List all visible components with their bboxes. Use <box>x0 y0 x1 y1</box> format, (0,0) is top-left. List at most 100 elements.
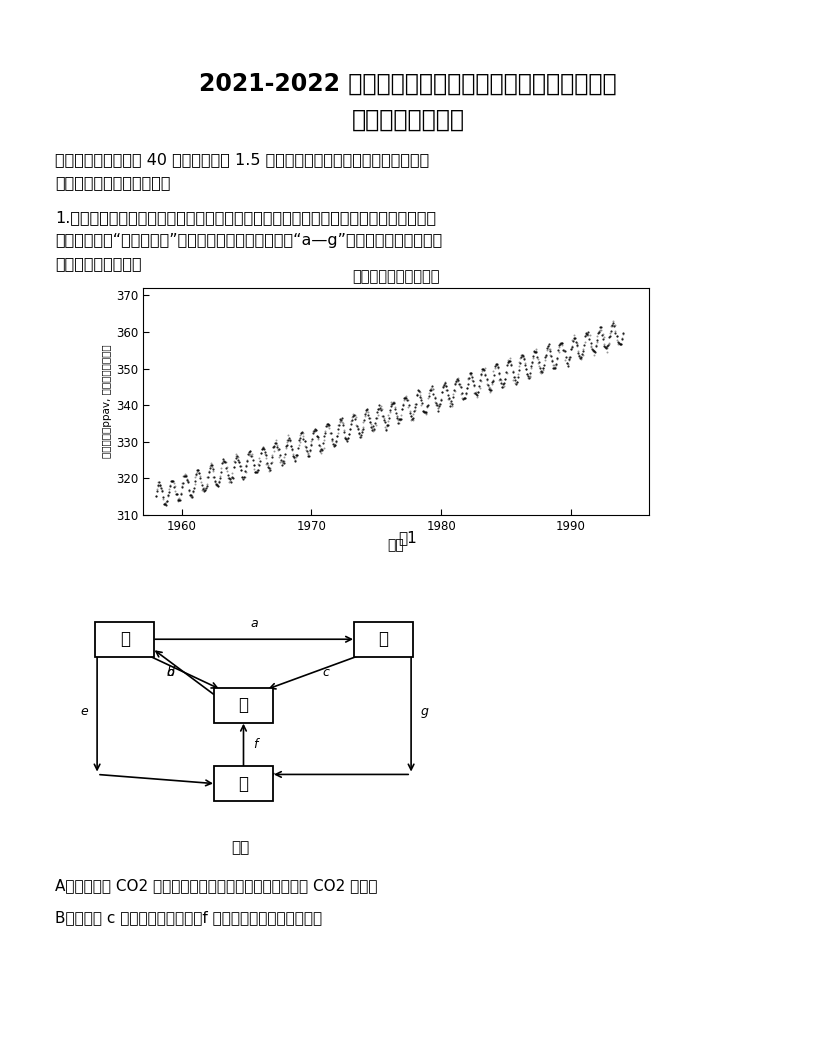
Point <box>176 474 189 491</box>
Text: 图1: 图1 <box>399 530 417 545</box>
Point <box>234 461 247 478</box>
Point <box>404 412 417 429</box>
Point <box>369 416 382 433</box>
Point <box>527 343 540 360</box>
Point <box>460 380 473 397</box>
Point <box>375 408 388 425</box>
Point <box>286 441 299 458</box>
Point <box>193 468 206 485</box>
Point <box>597 328 610 345</box>
Point <box>376 408 389 425</box>
Point <box>190 467 203 484</box>
Point <box>400 388 413 404</box>
Point <box>506 363 519 380</box>
Point <box>392 412 405 429</box>
Point <box>432 396 446 413</box>
Point <box>361 401 374 418</box>
Point <box>594 319 607 336</box>
Point <box>255 445 268 461</box>
Point <box>469 383 482 400</box>
Point <box>495 378 508 395</box>
Point <box>596 326 609 343</box>
Point <box>203 463 216 479</box>
Point <box>493 364 506 381</box>
Point <box>183 482 196 498</box>
Point <box>255 445 268 461</box>
Point <box>331 420 344 437</box>
Point <box>230 448 243 465</box>
Point <box>540 342 553 359</box>
Point <box>373 397 386 414</box>
Point <box>593 319 606 336</box>
Point <box>495 378 508 395</box>
Point <box>377 412 390 429</box>
Point <box>477 361 490 378</box>
Point <box>446 396 459 413</box>
Point <box>334 413 347 430</box>
Point <box>255 440 268 457</box>
Text: 物月考试卷含解析: 物月考试卷含解析 <box>352 108 464 132</box>
Point <box>162 484 175 501</box>
Point <box>217 451 230 468</box>
Point <box>153 473 166 490</box>
Point <box>226 465 239 482</box>
Point <box>349 410 362 427</box>
Point <box>322 418 335 435</box>
Point <box>562 352 575 369</box>
Point <box>249 464 262 480</box>
Point <box>561 355 574 372</box>
Point <box>479 365 492 382</box>
Point <box>570 335 583 352</box>
Point <box>277 454 290 471</box>
Point <box>441 381 454 398</box>
Point <box>379 421 392 438</box>
Point <box>579 327 592 344</box>
Point <box>597 336 610 353</box>
Point <box>475 366 488 383</box>
Point <box>273 449 286 466</box>
Point <box>410 385 424 402</box>
Point <box>527 347 540 364</box>
Point <box>557 341 570 358</box>
Point <box>530 343 543 360</box>
Point <box>364 416 377 433</box>
Point <box>536 360 549 377</box>
Point <box>560 354 573 371</box>
Point <box>281 434 294 451</box>
Point <box>424 381 437 398</box>
Point <box>537 359 550 376</box>
Point <box>407 402 420 419</box>
Point <box>273 447 286 464</box>
Point <box>435 383 448 400</box>
Point <box>366 421 379 438</box>
Point <box>285 437 298 454</box>
Point <box>570 334 583 351</box>
Point <box>304 441 317 458</box>
Point <box>490 357 503 374</box>
Point <box>437 375 450 392</box>
Text: 环的模式图，“甲、乙、丙”表示生态系统的生物成分，“a—g”表示生理过程。下列相: 环的模式图，“甲、乙、丙”表示生态系统的生物成分，“a—g”表示生理过程。下列相 <box>55 233 442 248</box>
Point <box>543 336 556 353</box>
Point <box>237 469 251 486</box>
Point <box>566 333 579 350</box>
Point <box>444 395 457 412</box>
Point <box>515 346 528 363</box>
Point <box>263 459 276 476</box>
Text: 关叙述中，正确的是: 关叙述中，正确的是 <box>55 256 142 271</box>
Point <box>559 352 572 369</box>
Point <box>290 447 303 464</box>
Point <box>420 398 433 415</box>
Point <box>499 371 512 388</box>
Point <box>480 371 493 388</box>
Point <box>427 381 440 398</box>
Point <box>609 323 622 340</box>
Point <box>220 463 233 479</box>
Point <box>559 348 572 365</box>
Point <box>272 441 285 458</box>
Point <box>357 413 370 430</box>
Point <box>543 341 557 358</box>
Point <box>525 360 538 377</box>
Point <box>545 351 558 367</box>
Point <box>256 438 269 455</box>
Point <box>531 348 544 365</box>
